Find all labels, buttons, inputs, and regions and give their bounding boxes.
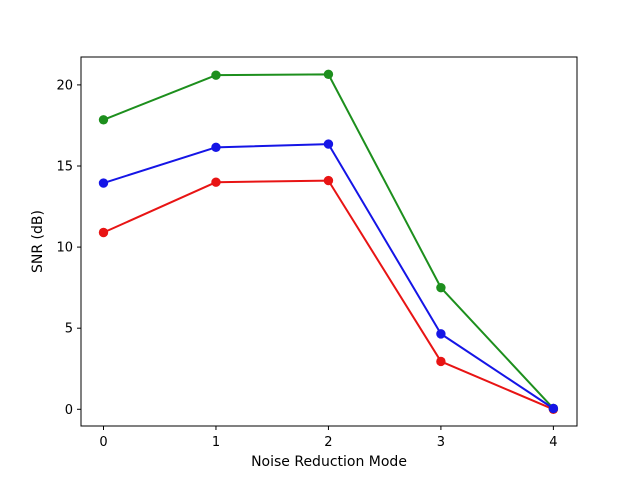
y-tick-label: 20	[56, 78, 73, 93]
red-series-marker	[323, 175, 334, 186]
green-series-marker	[436, 282, 446, 293]
blue-series-marker	[323, 139, 334, 149]
x-tick-label: 4	[549, 435, 557, 450]
red-series-marker	[211, 177, 221, 187]
green-series-marker	[323, 69, 334, 80]
y-tick-label: 15	[56, 159, 73, 174]
y-axis-ticks: 0 5 10 15 20	[56, 78, 81, 418]
x-tick-label: 2	[324, 435, 332, 450]
blue-series-marker	[436, 329, 446, 339]
y-tick-label: 0	[65, 403, 73, 418]
blue-series-marker	[548, 403, 559, 414]
green-series-marker	[211, 70, 221, 80]
blue-series	[98, 139, 559, 414]
red-series-marker	[98, 227, 109, 238]
plot-area	[80, 56, 578, 427]
y-axis-label: SNR (dB)	[30, 210, 46, 273]
x-tick-label: 3	[437, 435, 445, 450]
y-tick-label: 10	[56, 241, 73, 256]
blue-series-marker	[211, 142, 221, 153]
red-series-marker	[436, 356, 446, 367]
series-group	[98, 69, 559, 414]
x-axis-ticks: 0 1 2 3 4	[99, 426, 558, 450]
x-axis-label: Noise Reduction Mode	[251, 454, 407, 470]
blue-series-marker	[98, 178, 109, 188]
green-series-marker	[98, 115, 109, 125]
y-tick-label: 5	[65, 322, 73, 337]
x-tick-label: 0	[99, 435, 107, 450]
x-tick-label: 1	[212, 435, 220, 450]
